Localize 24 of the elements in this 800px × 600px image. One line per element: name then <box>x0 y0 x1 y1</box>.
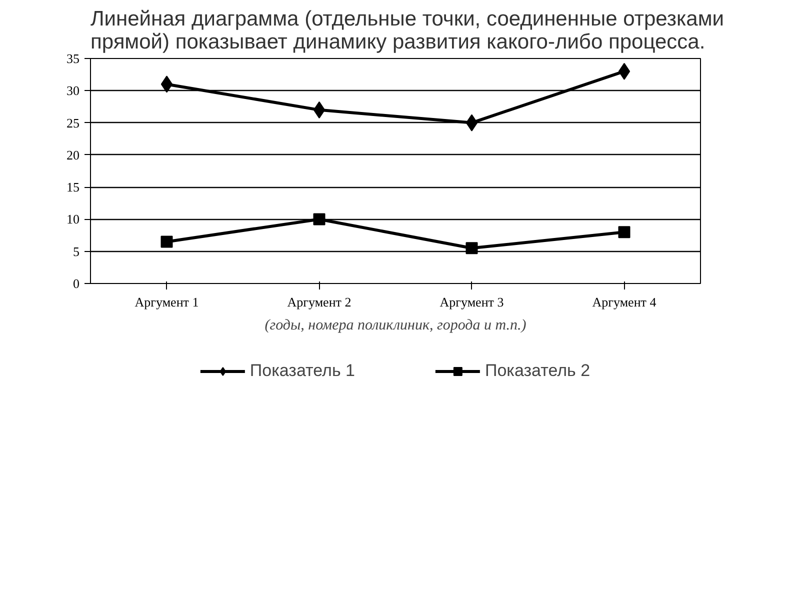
y-tick-label: 30 <box>66 83 80 98</box>
x-axis-title: (годы, номера поликлиник, города и т.п.) <box>264 318 526 334</box>
point <box>313 213 326 226</box>
legend-label: Показатель 1 <box>250 361 355 381</box>
chart-title: Линейная диаграмма (отдельные точки, соединенные отрезками прямой) показывает динамику развития какого-либо процесса. <box>90 8 724 54</box>
point <box>466 242 478 254</box>
point <box>618 226 630 238</box>
point <box>618 62 630 80</box>
point <box>313 101 326 118</box>
point <box>466 114 478 132</box>
point <box>160 236 173 248</box>
y-tick-label: 15 <box>66 180 80 195</box>
y-tick-label: 10 <box>66 212 80 227</box>
y-tick-label: 5 <box>73 244 80 259</box>
y-tick-label: 0 <box>73 276 80 291</box>
y-tick-label: 35 <box>66 51 80 66</box>
x-tick-label: Аргумент 4 <box>592 294 657 310</box>
y-tick-label: 25 <box>66 115 80 130</box>
x-tick-label: Аргумент 2 <box>287 294 352 310</box>
x-tick-label: Аргумент 3 <box>440 294 504 310</box>
legend-label: Показатель 2 <box>485 361 590 381</box>
y-tick-label: 20 <box>66 147 80 162</box>
point <box>160 76 173 93</box>
x-tick-label: Аргумент 1 <box>134 294 199 310</box>
